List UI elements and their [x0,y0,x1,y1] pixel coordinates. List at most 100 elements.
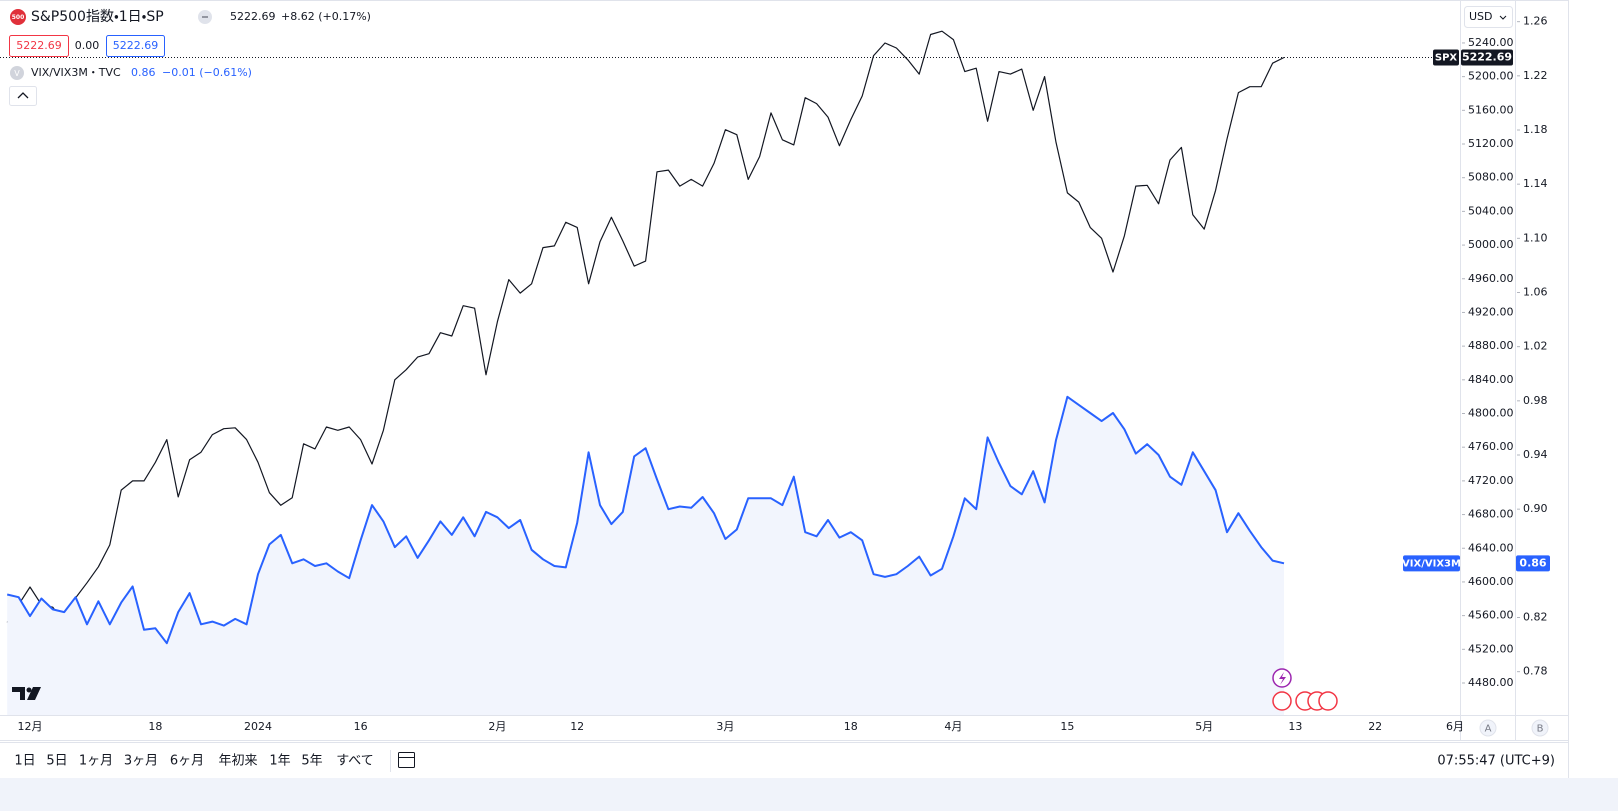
y-tick-label: 4680.00 [1468,508,1514,521]
series-area [7,396,1285,715]
dropdown-chevron [1499,15,1507,20]
range-button[interactable]: すべて [336,754,374,769]
compare-icon-text: V [14,69,20,78]
symbol-logo [10,9,26,25]
y-tick-label: 4480.00 [1468,676,1514,689]
range-button[interactable]: 3ヶ月 [124,754,158,769]
scale-button[interactable] [1531,719,1549,737]
bid-price: 5222.69 [16,39,62,52]
series-line [6,30,1285,624]
footer-band [0,778,1618,811]
flag-icon[interactable] [1318,691,1338,711]
y-tick-label: 4800.00 [1468,407,1514,420]
y-tick-label: 1.02 [1523,340,1548,353]
collapse-icon [17,92,29,99]
compare-title[interactable]: VIX/VIX3M・TVC [31,66,121,79]
x-tick-label: 4月 [944,720,962,733]
y-tick-label: 1.18 [1523,123,1548,136]
y-tick-label: 5200.00 [1468,70,1514,83]
range-button[interactable]: 年初来 [218,753,257,769]
x-tick-label: 6月 [1446,720,1464,733]
y-tick-label: 4720.00 [1468,474,1514,487]
x-tick-label: 15 [1060,720,1074,733]
y-tick-label: 4560.00 [1468,609,1514,622]
last-value-label: 5222.69 [1462,51,1512,64]
x-tick-label: 3月 [716,720,734,733]
series-name-label: SPX [1435,53,1458,64]
y-tick-label: 4840.00 [1468,373,1514,386]
y-tick-label: 4520.00 [1468,642,1514,655]
x-tick-label: 5月 [1195,720,1213,733]
clock[interactable]: 07:55:47 (UTC+9) [1437,754,1555,769]
y-tick-label: 5240.00 [1468,36,1514,49]
range-button[interactable]: 1年 [269,754,290,769]
x-tick-label: 16 [354,720,368,733]
y-tick-label: 5000.00 [1468,238,1514,251]
y-tick-label: 4920.00 [1468,305,1514,318]
y-tick-label: 5120.00 [1468,137,1514,150]
price-change: +8.62 (+0.17%) [281,10,371,23]
series-line [6,395,1285,645]
compare-icon [10,66,24,80]
x-tick-label: 18 [148,720,162,733]
scale-button[interactable] [1479,719,1497,737]
y-tick-label: 4600.00 [1468,575,1514,588]
spread: 0.00 [75,39,100,52]
y-tick-label: 0.94 [1523,448,1548,461]
range-button[interactable]: 1日 [14,754,35,769]
flag-icon[interactable] [1272,691,1292,711]
x-tick-label: 2月 [488,720,506,733]
x-tick-label: 13 [1288,720,1302,733]
plot [0,30,1460,715]
economic-events[interactable] [1272,691,1338,711]
last-value-badge [1516,555,1550,572]
bid-box[interactable] [9,35,69,57]
compare-price: 0.86 [131,66,156,79]
toolbar: 1日 5日 1ヶ月 3ヶ月 6ヶ月 年初来 1年 5年 すべて [14,753,373,769]
y-tick-label: 0.78 [1523,665,1548,678]
last-value-badge [1461,49,1513,66]
y-tick-label: 0.90 [1523,502,1548,515]
tv-logo [12,687,41,700]
last-price: 5222.69 [230,10,276,23]
ask-price: 5222.69 [113,39,159,52]
y-tick-label: 5160.00 [1468,103,1514,116]
series-name-label: VIX/VIX3M [1402,558,1461,569]
currency-dropdown[interactable] [1464,6,1513,28]
y-tick-label: 4640.00 [1468,541,1514,554]
calendar-icon[interactable] [398,752,415,768]
symbol-logo-text: 500 [12,14,25,21]
symbol-title[interactable]: S&P500指数・1日・SP [31,9,164,25]
ask-box[interactable] [106,35,165,57]
y-tick-label: 5080.00 [1468,171,1514,184]
series-name-badge [1403,555,1460,572]
last-value-label: 0.86 [1519,556,1546,569]
range-button[interactable]: 5年 [301,754,322,769]
range-button[interactable]: 6ヶ月 [170,754,204,769]
y-tick-label: 1.22 [1523,69,1548,82]
collapse-button[interactable] [9,86,37,106]
y-tick-label: 4760.00 [1468,440,1514,453]
event-icon-mark [1279,672,1286,685]
date-range-button[interactable] [398,752,415,768]
x-tick-label: 12月 [18,720,43,733]
currency-label: USD [1469,10,1493,23]
x-tick-label: 12 [570,720,584,733]
x-tick-label: 22 [1368,720,1382,733]
y-tick-label: 4880.00 [1468,339,1514,352]
y-tick-label: 1.06 [1523,286,1548,299]
x-tick-label: 2024 [244,720,272,733]
scale-button-label: A [1485,724,1492,735]
scale-button-label: B [1537,724,1544,735]
tv-logo [26,687,32,693]
y-tick-label: 0.98 [1523,394,1548,407]
range-button[interactable]: 1ヶ月 [79,754,113,769]
y-tick-label: 1.10 [1523,231,1548,244]
series-name-badge [1433,49,1459,66]
y-tick-label: 4960.00 [1468,272,1514,285]
range-button[interactable]: 5日 [46,754,67,769]
y-tick-label: 5040.00 [1468,204,1514,217]
y-tick-label: 1.26 [1523,15,1548,28]
